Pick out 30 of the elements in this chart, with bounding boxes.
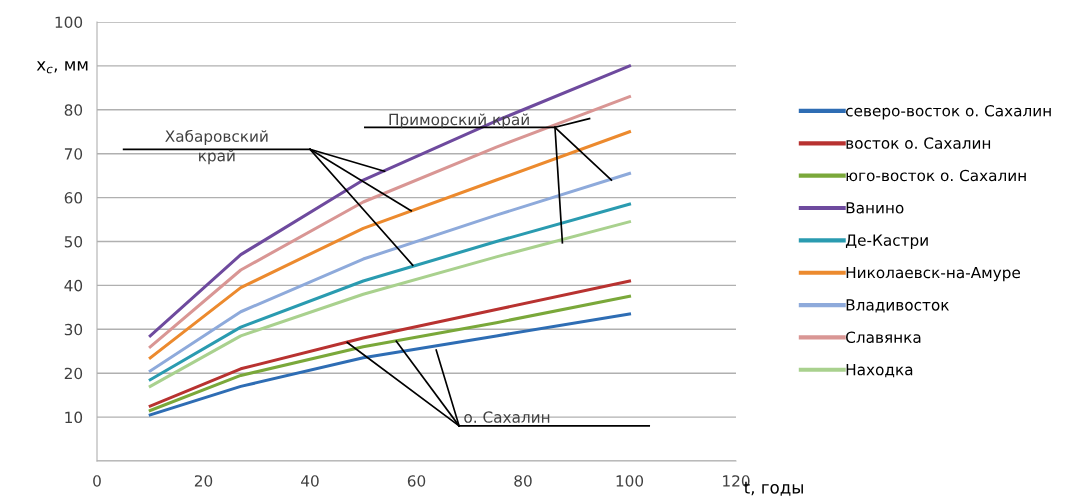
x-tick-label: 0: [93, 475, 101, 487]
legend-label: Николаевск-на-Амуре: [846, 266, 1021, 282]
line-series: [148, 171, 632, 373]
y-tick-label: 30: [64, 323, 83, 336]
legend-label: северо-восток о. Сахалин: [846, 104, 1051, 120]
y-tick-label: 80: [64, 104, 83, 116]
y-axis-title: x$_{c}$, мм: [36, 61, 88, 74]
annotation: о. Сахалин: [464, 411, 550, 423]
legend-label: Ванино: [846, 202, 904, 214]
x-tick-label: 60: [407, 475, 426, 487]
y-tick-label: 10: [65, 411, 83, 424]
x-tick-label: 40: [301, 475, 319, 487]
y-tick-label: 40: [64, 279, 83, 292]
legend-label: юго-восток о. Сахалин: [846, 169, 1026, 182]
y-tick-label: 70: [64, 148, 83, 160]
legend-label: Славянка: [846, 331, 921, 343]
y-tick-label: 20: [64, 367, 83, 380]
x-tick-label: 80: [514, 475, 532, 487]
y-tick-label: 50: [64, 235, 83, 248]
legend-label: Находка: [846, 364, 913, 378]
y-tick-label: 100: [55, 16, 83, 29]
line-series: [148, 130, 632, 360]
annotation: Хабаровский край: [165, 129, 268, 165]
annotation: Приморский край: [389, 113, 529, 129]
legend-label: Де-Кастри: [845, 234, 928, 249]
legend-label: восток о. Сахалин: [846, 137, 991, 149]
legend-label: Владивосток: [846, 299, 949, 313]
x-tick-label: 20: [194, 475, 213, 487]
y-tick-label: 60: [64, 192, 83, 204]
x-tick-label: 100: [616, 475, 644, 487]
